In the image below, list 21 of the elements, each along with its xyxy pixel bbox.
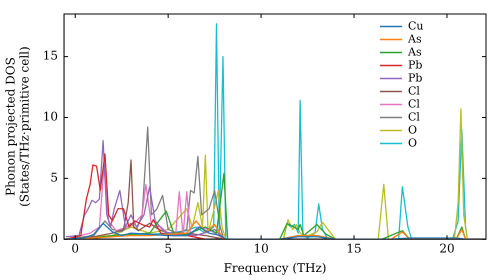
legend-label: O — [408, 136, 418, 150]
legend-label: Pb — [408, 58, 422, 72]
legend-label: Cl — [408, 110, 420, 124]
legend-label: As — [407, 45, 422, 58]
x-tick-label: 15 — [346, 242, 362, 256]
x-tick-label: 20 — [439, 242, 455, 256]
y-tick-label: 0 — [50, 231, 58, 246]
y-tick-label: 5 — [50, 170, 58, 184]
x-tick-label: 10 — [253, 242, 269, 256]
legend-label: As — [407, 32, 422, 46]
legend-label: Cl — [408, 84, 420, 98]
x-tick-label: 5 — [164, 242, 172, 256]
x-axis-title: Frequency (THz) — [224, 260, 326, 275]
x-tick-label: 0 — [71, 242, 80, 256]
legend-label: Cu — [408, 19, 424, 32]
legend-label: Cl — [408, 97, 420, 110]
legend-label: O — [408, 123, 418, 136]
y-tick-label: 15 — [42, 48, 58, 63]
y-tick-label: 10 — [42, 110, 58, 124]
y-axis-title: Phonon projected DOS (States/THz·primitive cell) — [3, 46, 32, 207]
legend-label: Pb — [408, 71, 422, 84]
